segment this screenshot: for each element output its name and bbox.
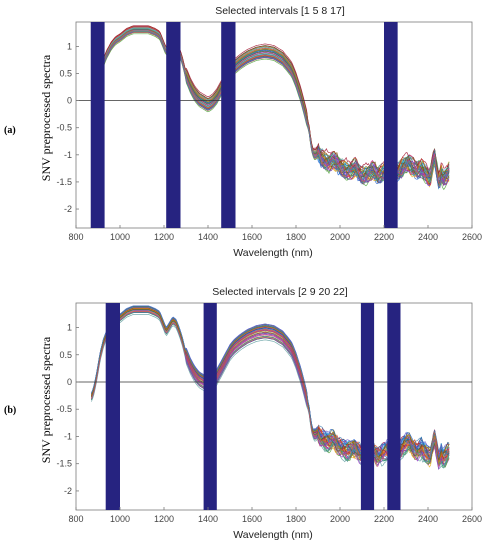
plot-area: 800 1000 1200 1400 1600 1800 2000 2200 2400 2600 1… [56, 21, 482, 242]
x-tick-label: 1000 [110, 232, 130, 242]
selected-interval-2 [203, 303, 217, 510]
y-tick-label: -0.5 [56, 123, 72, 133]
selected-interval-4 [387, 303, 401, 510]
x-tick-label: 2600 [462, 232, 482, 242]
x-tick-label: 1200 [154, 232, 174, 242]
y-tick-label: -2 [64, 486, 72, 496]
y-axis-label: SNV preprocessed spectra [39, 336, 53, 463]
x-tick-label: 2400 [418, 232, 438, 242]
x-tick-label: 2200 [374, 514, 394, 524]
chart-title: Selected intervals [1 5 8 17] [215, 5, 345, 17]
x-tick-label: 1400 [198, 232, 218, 242]
selected-interval-1 [90, 22, 105, 228]
x-tick-label: 1200 [154, 514, 174, 524]
y-tick-label: -2 [64, 204, 72, 214]
panel-label: (b) [4, 405, 16, 416]
y-tick-label: -1.5 [56, 177, 72, 187]
y-tick-label: -0.5 [56, 404, 72, 414]
x-tick-label: 1800 [286, 514, 306, 524]
x-tick-label: 2000 [330, 232, 350, 242]
x-tick-label: 800 [68, 514, 83, 524]
x-tick-label: 1400 [198, 514, 218, 524]
y-tick-label: -1.5 [56, 459, 72, 469]
panel-a: Selected intervals [1 5 8 17] (a) SNV pr… [4, 5, 482, 259]
x-tick-label: 2000 [330, 514, 350, 524]
x-tick-label: 2200 [374, 232, 394, 242]
x-tick-label: 1800 [286, 232, 306, 242]
y-tick-label: 1 [67, 323, 72, 333]
y-axis-label: SNV preprocessed spectra [39, 54, 53, 181]
y-tick-label: -1 [64, 150, 72, 160]
x-axis-label: Wavelength (nm) [233, 247, 313, 259]
plot-area: 800 1000 1200 1400 1600 1800 2000 2200 2400 2600 1… [56, 302, 482, 524]
panel-label: (a) [4, 125, 16, 136]
x-tick-label: 1600 [242, 514, 262, 524]
x-tick-label: 1000 [110, 514, 130, 524]
x-tick-label: 1600 [242, 232, 262, 242]
x-tick-label: 2400 [418, 514, 438, 524]
x-axis-label: Wavelength (nm) [233, 529, 313, 541]
y-tick-label: 0.5 [59, 69, 72, 79]
selected-interval-2 [166, 22, 181, 228]
y-tick-label: 0 [67, 377, 72, 387]
selected-interval-1 [105, 303, 120, 510]
y-tick-label: -1 [64, 431, 72, 441]
panel-b: Selected intervals [2 9 20 22] (b) SNV p… [4, 286, 482, 541]
x-tick-label: 800 [68, 232, 83, 242]
chart-title: Selected intervals [2 9 20 22] [212, 286, 348, 298]
y-tick-label: 0 [67, 96, 72, 106]
y-tick-label: 1 [67, 41, 72, 51]
selected-interval-3 [221, 22, 236, 228]
y-tick-label: 0.5 [59, 350, 72, 360]
x-tick-label: 2600 [462, 514, 482, 524]
selected-interval-4 [384, 22, 398, 228]
selected-interval-3 [360, 303, 375, 510]
